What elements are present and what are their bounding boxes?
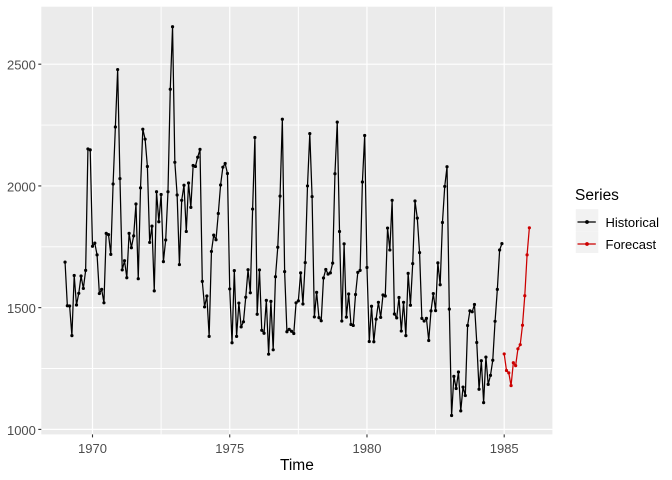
svg-text:Series: Series bbox=[575, 187, 619, 204]
svg-text:Historical: Historical bbox=[606, 215, 660, 230]
svg-text:Forecast: Forecast bbox=[606, 237, 657, 252]
svg-text:2000: 2000 bbox=[7, 179, 36, 194]
svg-text:2500: 2500 bbox=[7, 58, 36, 73]
svg-text:1500: 1500 bbox=[7, 301, 36, 316]
svg-text:1000: 1000 bbox=[7, 423, 36, 438]
svg-text:1980: 1980 bbox=[353, 441, 382, 456]
svg-text:1985: 1985 bbox=[490, 441, 519, 456]
svg-text:1970: 1970 bbox=[78, 441, 107, 456]
svg-text:Time: Time bbox=[280, 457, 314, 474]
svg-text:1975: 1975 bbox=[215, 441, 244, 456]
